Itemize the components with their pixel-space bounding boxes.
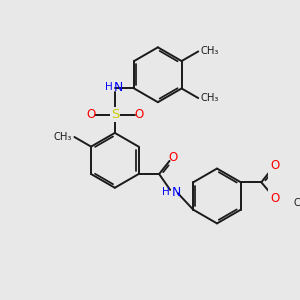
Text: N: N xyxy=(113,81,123,94)
Text: O: O xyxy=(134,108,144,121)
Text: CH₃: CH₃ xyxy=(53,132,72,142)
Text: H: H xyxy=(105,82,113,92)
Text: CH₃: CH₃ xyxy=(201,93,219,103)
Text: CH₃: CH₃ xyxy=(201,46,219,56)
Text: O: O xyxy=(270,159,280,172)
Text: O: O xyxy=(86,108,95,121)
Text: N: N xyxy=(172,186,181,199)
Text: O: O xyxy=(168,151,178,164)
Text: S: S xyxy=(111,108,119,121)
Text: O: O xyxy=(270,192,280,205)
Text: CH₃: CH₃ xyxy=(293,198,300,208)
Text: H: H xyxy=(162,187,170,196)
